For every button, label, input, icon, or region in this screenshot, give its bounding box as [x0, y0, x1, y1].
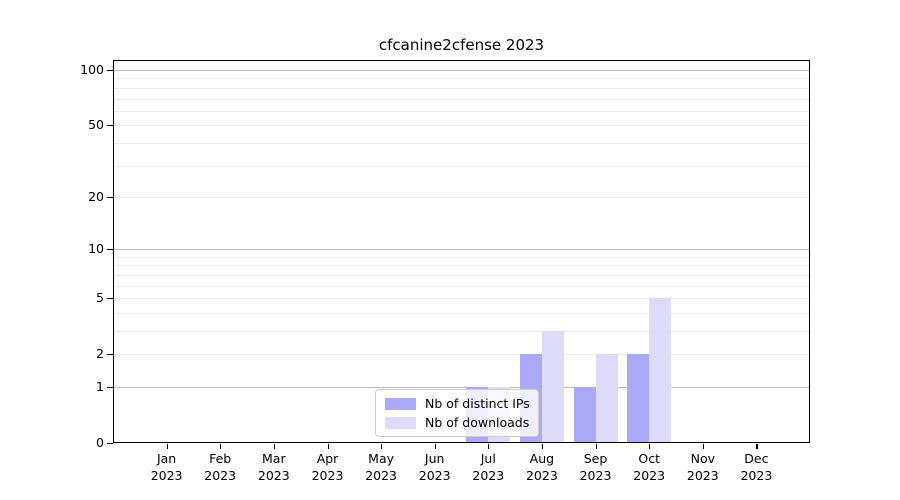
x-tick-label: Feb 2023: [188, 451, 252, 485]
x-tick-month: Apr: [316, 451, 339, 466]
bar-downloads-aug: [541, 331, 564, 443]
minor-gridline: [114, 165, 809, 167]
x-tick-month: Jan: [156, 451, 177, 466]
x-tick: [756, 444, 758, 449]
y-tick-label: 0: [96, 434, 104, 450]
x-tick-month: Jun: [424, 451, 445, 466]
legend-label-downloads: Nb of downloads: [425, 415, 530, 430]
y-tick-label: 10: [88, 240, 104, 256]
x-tick-year: 2023: [365, 467, 397, 483]
minor-gridline: [114, 142, 809, 144]
minor-gridline: [114, 354, 809, 356]
x-tick-month: Feb: [209, 451, 232, 466]
minor-gridline: [114, 125, 809, 127]
x-tick-year: 2023: [525, 467, 558, 483]
x-tick-year: 2023: [740, 467, 773, 483]
x-tick-month: Sep: [583, 451, 608, 466]
x-tick-label: Dec 2023: [724, 451, 788, 485]
major-gridline: [114, 70, 809, 71]
y-tick-label: 5: [96, 289, 104, 305]
x-tick-month: Nov: [690, 451, 715, 466]
bar-downloads-oct: [649, 298, 672, 443]
minor-gridline: [114, 110, 809, 112]
bar-distinct-ips-sep: [573, 387, 596, 443]
y-tick: [107, 125, 113, 127]
x-tick-year: 2023: [311, 467, 344, 483]
minor-gridline: [114, 78, 809, 80]
minor-gridline: [114, 298, 809, 300]
x-tick: [166, 444, 168, 449]
x-tick-label: Oct 2023: [617, 451, 681, 485]
minor-gridline: [114, 256, 809, 258]
minor-gridline: [114, 285, 809, 287]
x-tick: [381, 444, 383, 449]
x-tick-year: 2023: [579, 467, 612, 483]
x-tick-label: Apr 2023: [296, 451, 360, 485]
minor-gridline: [114, 331, 809, 332]
chart-title: cfcanine2cfense 2023: [378, 36, 545, 54]
plot-border: [113, 60, 810, 443]
x-tick-year: 2023: [633, 467, 666, 483]
x-tick-label: Jun 2023: [403, 451, 467, 485]
x-tick-year: 2023: [472, 467, 505, 483]
x-tick-month: Mar: [262, 451, 286, 466]
x-tick-label: Nov 2023: [671, 451, 735, 485]
major-gridline: [114, 387, 809, 388]
minor-gridline: [114, 98, 809, 100]
y-tick: [107, 387, 113, 389]
x-tick: [434, 444, 436, 449]
y-tick-label: 2: [96, 345, 104, 361]
minor-gridline: [114, 265, 809, 267]
x-tick: [702, 444, 704, 449]
major-gridline: [114, 249, 809, 251]
x-tick-month: Dec: [744, 451, 769, 466]
x-tick-label: Jul 2023: [456, 451, 520, 485]
x-tick-year: 2023: [257, 467, 290, 483]
x-tick-year: 2023: [204, 467, 237, 483]
bar-downloads-sep: [595, 354, 618, 443]
x-tick: [488, 444, 490, 449]
x-tick-month: May: [368, 451, 395, 466]
y-tick-label: 20: [88, 188, 104, 204]
x-tick-label: May 2023: [349, 451, 413, 485]
y-tick-label: 50: [88, 116, 104, 132]
x-tick: [327, 444, 329, 449]
y-tick: [107, 298, 113, 300]
legend: Nb of distinct IPs Nb of downloads: [375, 389, 539, 437]
x-tick: [220, 444, 222, 449]
y-tick: [107, 354, 113, 356]
x-tick-month: Jul: [480, 451, 496, 466]
y-tick: [107, 196, 113, 199]
y-tick: [107, 249, 113, 251]
x-tick-month: Aug: [529, 451, 555, 466]
y-tick: [107, 70, 113, 72]
legend-item-downloads: Nb of downloads: [385, 415, 529, 430]
x-tick-label: Sep 2023: [564, 451, 628, 485]
x-tick: [273, 444, 275, 449]
legend-label-distinct-ips: Nb of distinct IPs: [425, 396, 530, 411]
x-tick-month: Oct: [638, 451, 660, 466]
x-tick-year: 2023: [150, 467, 183, 483]
x-tick-label: Aug 2023: [510, 451, 574, 485]
minor-gridline: [114, 196, 809, 198]
bar-distinct-ips-oct: [627, 354, 650, 443]
x-tick: [541, 444, 544, 449]
x-tick: [649, 444, 651, 449]
minor-gridline: [114, 274, 809, 276]
x-tick-label: Mar 2023: [242, 451, 306, 485]
x-tick-year: 2023: [686, 467, 719, 483]
x-tick: [595, 444, 597, 449]
legend-swatch-downloads: [385, 416, 416, 429]
y-tick-label: 100: [80, 61, 104, 77]
legend-item-distinct-ips: Nb of distinct IPs: [385, 396, 530, 411]
y-tick-label: 1: [96, 378, 104, 394]
minor-gridline: [114, 312, 809, 314]
y-tick: [107, 443, 113, 445]
x-tick-year: 2023: [418, 467, 451, 483]
x-tick-label: Jan 2023: [135, 451, 199, 485]
legend-swatch-distinct-ips: [385, 397, 416, 410]
minor-gridline: [114, 87, 809, 89]
